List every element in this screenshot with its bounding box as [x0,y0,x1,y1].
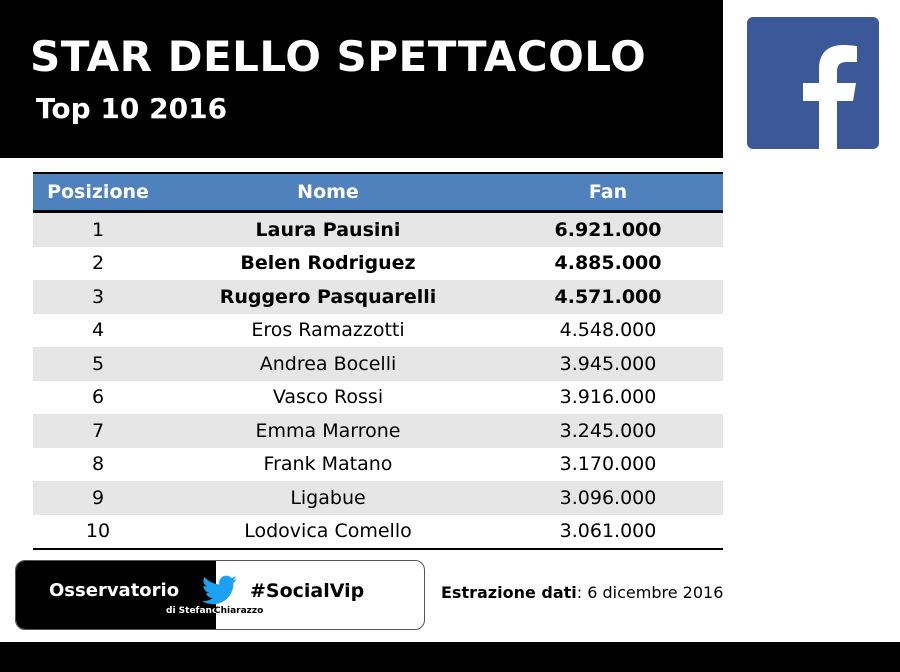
position-cell: 9 [33,481,163,515]
logo-chiarazzo-text: Chiarazzo [214,606,264,616]
extraction-date: Estrazione dati: 6 dicembre 2016 [441,583,723,602]
name-cell: Frank Matano [163,447,493,481]
position-cell: 6 [33,380,163,414]
header-banner: STAR DELLO SPETTACOLO Top 10 2016 [0,0,723,158]
fan-cell: 3.916.000 [493,380,723,414]
table-row: 1 Laura Pausini 6.921.000 [33,211,723,247]
osservatorio-socialvip-logo: Osservatorio di Stefano Chiarazzo #Socia… [15,560,425,630]
page-subtitle: Top 10 2016 [36,92,228,125]
name-cell: Belen Rodriguez [163,246,493,280]
column-header-fan: Fan [493,172,723,213]
twitter-bird-icon [202,575,237,605]
table-header-row: Posizione Nome Fan [33,172,723,213]
position-cell: 3 [33,280,163,314]
fan-cell: 4.548.000 [493,313,723,347]
name-cell: Emma Marrone [163,414,493,448]
page-title: STAR DELLO SPETTACOLO [30,32,647,81]
facebook-icon [747,17,879,149]
fan-cell: 3.170.000 [493,447,723,481]
name-cell: Ligabue [163,481,493,515]
position-cell: 10 [33,514,163,550]
table-row: 7 Emma Marrone 3.245.000 [33,414,723,448]
name-cell: Ruggero Pasquarelli [163,280,493,314]
name-cell: Eros Ramazzotti [163,313,493,347]
extraction-label: Estrazione dati [441,583,577,602]
ranking-table: Posizione Nome Fan 1 Laura Pausini 6.921… [33,172,723,550]
fan-cell: 6.921.000 [493,211,723,247]
name-cell: Lodovica Comello [163,514,493,550]
footer-bar [0,642,900,672]
logo-pointer [104,625,160,629]
fan-cell: 3.061.000 [493,514,723,550]
table-row: 9 Ligabue 3.096.000 [33,481,723,515]
fan-cell: 3.945.000 [493,347,723,381]
name-cell: Laura Pausini [163,211,493,247]
position-cell: 1 [33,211,163,247]
logo-hashtag-text: #SocialVip [250,580,365,602]
logo-osservatorio-text: Osservatorio [49,580,180,601]
position-cell: 8 [33,447,163,481]
position-cell: 7 [33,414,163,448]
table-row: 6 Vasco Rossi 3.916.000 [33,380,723,414]
logo-black-panel [16,561,216,629]
table-row: 10 Lodovica Comello 3.061.000 [33,514,723,550]
table-row: 8 Frank Matano 3.170.000 [33,447,723,481]
fan-cell: 3.245.000 [493,414,723,448]
logo-di-stefano-text: di Stefano [166,606,219,616]
name-cell: Andrea Bocelli [163,347,493,381]
table-row: 3 Ruggero Pasquarelli 4.571.000 [33,280,723,314]
extraction-value: : 6 dicembre 2016 [576,583,724,602]
fan-cell: 4.885.000 [493,246,723,280]
name-cell: Vasco Rossi [163,380,493,414]
fan-cell: 3.096.000 [493,481,723,515]
table-row: 5 Andrea Bocelli 3.945.000 [33,347,723,381]
fan-cell: 4.571.000 [493,280,723,314]
table-row: 2 Belen Rodriguez 4.885.000 [33,246,723,280]
column-header-nome: Nome [163,172,493,213]
position-cell: 2 [33,246,163,280]
column-header-posizione: Posizione [33,172,163,213]
position-cell: 5 [33,347,163,381]
position-cell: 4 [33,313,163,347]
table-row: 4 Eros Ramazzotti 4.548.000 [33,313,723,347]
